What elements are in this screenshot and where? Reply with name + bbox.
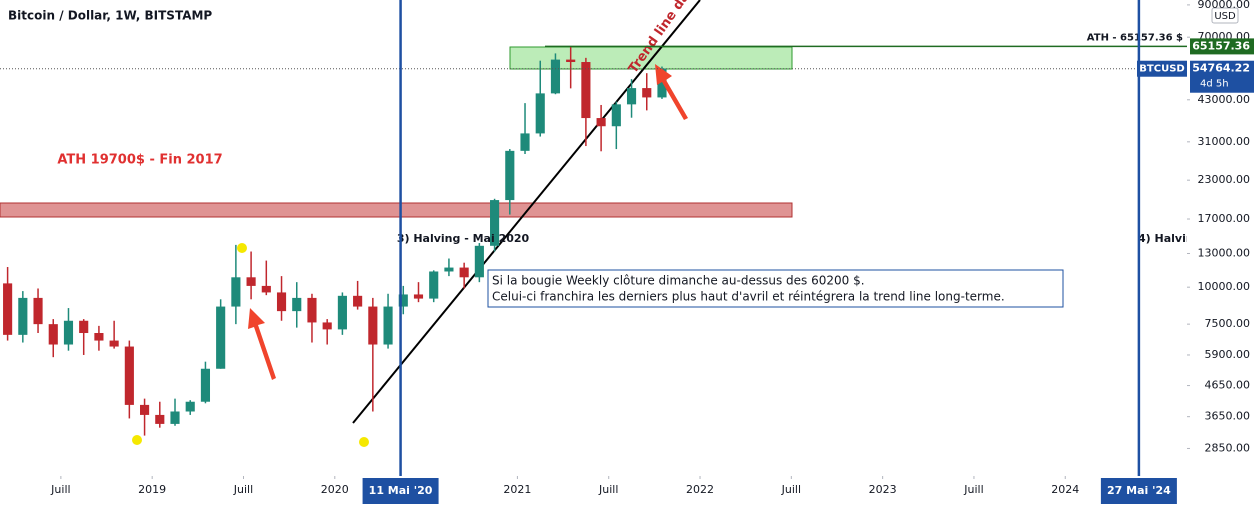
x-tick-label: 2022 bbox=[686, 483, 714, 496]
candle-body bbox=[63, 320, 74, 345]
y-tick-label: 31000.00 bbox=[1198, 135, 1251, 148]
candle-body bbox=[109, 340, 119, 347]
candle-body bbox=[140, 404, 150, 415]
candle-body bbox=[520, 133, 530, 151]
candle-body bbox=[566, 59, 576, 63]
x-tick-label: Juill bbox=[233, 483, 253, 496]
y-tick-label: 2850.00 bbox=[1205, 441, 1251, 454]
annotation: 3) Halving - Mai 2020 bbox=[397, 232, 530, 245]
y-tick-label: 90000.00 bbox=[1198, 0, 1251, 11]
date-marker-box bbox=[362, 478, 439, 504]
x-tick-label: Juill bbox=[963, 483, 983, 496]
arrow bbox=[655, 64, 688, 120]
candle-body bbox=[611, 104, 621, 127]
candle-body bbox=[337, 295, 347, 330]
note-box bbox=[487, 269, 1064, 308]
candle-body bbox=[657, 68, 667, 98]
candle-body bbox=[276, 292, 287, 312]
y-tick-label: 7500.00 bbox=[1205, 317, 1251, 330]
x-tick-label: 2020 bbox=[321, 483, 349, 496]
candle-body bbox=[368, 306, 378, 345]
x-tick-label: Juill bbox=[598, 483, 618, 496]
candle-body bbox=[596, 118, 606, 127]
candle-body bbox=[18, 297, 28, 335]
candle-body bbox=[626, 88, 637, 105]
candle-body bbox=[94, 333, 104, 341]
y-tick-label: 3650.00 bbox=[1205, 410, 1251, 423]
candle-body bbox=[200, 368, 211, 402]
x-tick-label: Juill bbox=[781, 483, 801, 496]
candle-body bbox=[383, 306, 393, 345]
candle-body bbox=[79, 320, 89, 334]
candle-body bbox=[155, 414, 165, 424]
annotation: ATH 19700$ - Fin 2017 bbox=[57, 153, 222, 168]
arrow bbox=[248, 308, 276, 380]
x-tick-label: 2023 bbox=[869, 483, 897, 496]
x-tick-label: 2024 bbox=[1051, 483, 1079, 496]
candle-body bbox=[185, 401, 195, 412]
candle-body bbox=[429, 271, 439, 299]
x-tick-label: 2021 bbox=[503, 483, 531, 496]
ath-label: ATH - 65157.36 $ bbox=[1087, 32, 1183, 43]
note-line: Celui-ci franchira les derniers plus hau… bbox=[492, 290, 1005, 304]
candle-body bbox=[642, 88, 652, 98]
currency: USD bbox=[1214, 11, 1236, 22]
candle-body bbox=[3, 283, 13, 335]
countdown: 4d 5h bbox=[1200, 79, 1229, 90]
candle-body bbox=[246, 277, 256, 286]
candle-body bbox=[474, 245, 484, 278]
candle-body bbox=[231, 277, 241, 307]
plot-area: Trend line da ATH 19700$ - Fin 2017 3) H… bbox=[0, 0, 1194, 447]
support-zone bbox=[0, 202, 793, 218]
last-price-label: 54764.22 bbox=[1192, 62, 1250, 75]
candle-body bbox=[353, 295, 363, 307]
candle-body bbox=[216, 306, 226, 369]
candle-body bbox=[444, 267, 454, 272]
y-tick-label: 10000.00 bbox=[1198, 280, 1251, 293]
marker-dot bbox=[237, 243, 247, 253]
candle-body bbox=[261, 285, 271, 293]
date-marker-label: 27 Mai '24 bbox=[1107, 484, 1171, 497]
y-tick-label: 13000.00 bbox=[1198, 246, 1251, 259]
y-tick-label: 4650.00 bbox=[1205, 379, 1251, 392]
symbol-tag bbox=[1137, 60, 1187, 77]
y-tick-label: 17000.00 bbox=[1198, 212, 1251, 225]
last-price-tag bbox=[1190, 60, 1254, 93]
candle-body bbox=[413, 294, 424, 299]
annotation: 4) Halvin bbox=[1138, 232, 1194, 245]
ath-price-label: 65157.36 bbox=[1192, 39, 1250, 52]
candle-body bbox=[490, 200, 500, 246]
candle-body bbox=[170, 411, 180, 424]
candle-body bbox=[33, 297, 43, 325]
note-line: Si la bougie Weekly clôture dimanche au-… bbox=[492, 274, 865, 288]
symbol-label: BTCUSD bbox=[1139, 64, 1184, 75]
candle-body bbox=[124, 346, 134, 405]
candle-body bbox=[535, 93, 545, 134]
candle-body bbox=[48, 324, 58, 345]
x-tick-label: 2019 bbox=[138, 483, 166, 496]
candle-body bbox=[307, 297, 317, 323]
candle-body bbox=[292, 297, 302, 312]
candle-body bbox=[459, 267, 469, 278]
candle-body bbox=[322, 322, 332, 330]
y-tick-label: 5900.00 bbox=[1205, 348, 1251, 361]
y-tick-label: 43000.00 bbox=[1198, 93, 1251, 106]
candle-body bbox=[550, 59, 561, 94]
x-tick-label: Juill bbox=[50, 483, 70, 496]
currency-box bbox=[1211, 7, 1239, 24]
candle-body bbox=[505, 150, 515, 201]
candle-body bbox=[398, 294, 408, 307]
marker-dot bbox=[359, 437, 369, 447]
marker-dot bbox=[132, 435, 142, 445]
ath-price-tag bbox=[1190, 38, 1254, 55]
y-tick-label: 23000.00 bbox=[1198, 173, 1251, 186]
candle-body bbox=[581, 62, 591, 119]
trend-line bbox=[352, 0, 701, 424]
date-marker-label: 11 Mai '20 bbox=[369, 484, 433, 497]
chart-title: Bitcoin / Dollar, 1W, BITSTAMP bbox=[8, 9, 212, 23]
candles bbox=[3, 46, 667, 436]
date-marker-box bbox=[1100, 478, 1177, 504]
